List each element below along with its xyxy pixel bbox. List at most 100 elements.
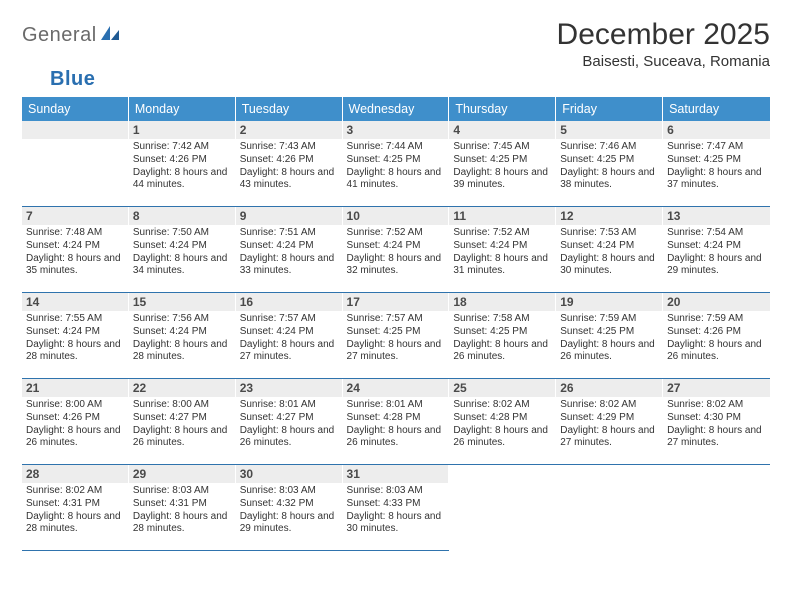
day-detail-text: Sunrise: 7:55 AMSunset: 4:24 PMDaylight:… (26, 313, 126, 364)
calendar-day-cell: 15Sunrise: 7:56 AMSunset: 4:24 PMDayligh… (129, 293, 236, 379)
day-detail-text: Sunrise: 7:52 AMSunset: 4:24 PMDaylight:… (347, 227, 447, 278)
day-details: Sunrise: 7:46 AMSunset: 4:25 PMDaylight:… (556, 141, 663, 197)
weekday-header: Thursday (449, 97, 556, 121)
day-detail-text: Sunrise: 7:54 AMSunset: 4:24 PMDaylight:… (667, 227, 767, 278)
day-details: Sunrise: 7:58 AMSunset: 4:25 PMDaylight:… (449, 313, 556, 369)
day-detail-text: Sunrise: 7:59 AMSunset: 4:26 PMDaylight:… (667, 313, 767, 364)
calendar-body: 1Sunrise: 7:42 AMSunset: 4:26 PMDaylight… (22, 121, 770, 551)
calendar-day-cell: 19 Sunrise: 7:59 AMSunset: 4:25 PMDayligh… (556, 293, 663, 379)
calendar-day-cell (22, 121, 129, 207)
weekday-header-row: SundayMondayTuesdayWednesdayThursdayFrid… (22, 97, 770, 121)
weekday-header: Saturday (663, 97, 770, 121)
calendar-week-row: 1Sunrise: 7:42 AMSunset: 4:26 PMDaylight… (22, 121, 770, 207)
day-number: 31 (343, 465, 450, 483)
day-number: 21 (22, 379, 129, 397)
day-number: 4 (449, 121, 556, 139)
day-number (22, 121, 129, 139)
calendar-day-cell: 2 Sunrise: 7:43 AMSunset: 4:26 PMDaylight… (236, 121, 343, 207)
calendar-day-cell: 9Sunrise: 7:51 AMSunset: 4:24 PMDaylight… (236, 207, 343, 293)
day-number: 8 (129, 207, 236, 225)
calendar-day-cell: 17 Sunrise: 7:57 AMSunset: 4:25 PMDayligh… (343, 293, 450, 379)
day-details: Sunrise: 8:02 AMSunset: 4:31 PMDaylight:… (22, 485, 129, 541)
day-detail-text: Sunrise: 7:57 AMSunset: 4:25 PMDaylight:… (347, 313, 447, 364)
day-details: Sunrise: 8:01 AMSunset: 4:28 PMDaylight:… (343, 399, 450, 455)
day-details: Sunrise: 7:47 AMSunset: 4:25 PMDaylight:… (663, 141, 770, 197)
day-detail-text: Sunrise: 7:47 AMSunset: 4:25 PMDaylight:… (667, 141, 767, 192)
calendar-day-cell: 20 Sunrise: 7:59 AMSunset: 4:26 PMDayligh… (663, 293, 770, 379)
day-details: Sunrise: 8:02 AMSunset: 4:29 PMDaylight:… (556, 399, 663, 455)
day-detail-text: Sunrise: 7:43 AMSunset: 4:26 PMDaylight:… (240, 141, 340, 192)
weekday-header: Sunday (22, 97, 129, 121)
day-number (556, 465, 663, 483)
day-number: 22 (129, 379, 236, 397)
day-number: 30 (236, 465, 343, 483)
calendar-week-row: 21Sunrise: 8:00 AMSunset: 4:26 PMDayligh… (22, 379, 770, 465)
day-details: Sunrise: 7:57 AMSunset: 4:25 PMDaylight:… (343, 313, 450, 369)
day-detail-text: Sunrise: 7:59 AMSunset: 4:25 PMDaylight:… (560, 313, 660, 364)
day-detail-text: Sunrise: 7:44 AMSunset: 4:25 PMDaylight:… (347, 141, 447, 192)
day-number: 2 (236, 121, 343, 139)
calendar-day-cell: 11 Sunrise: 7:52 AMSunset: 4:24 PMDayligh… (449, 207, 556, 293)
weekday-header: Monday (129, 97, 236, 121)
day-number: 7 (22, 207, 129, 225)
calendar-day-cell: 8 Sunrise: 7:50 AMSunset: 4:24 PMDaylight… (129, 207, 236, 293)
calendar-day-cell: 13 Sunrise: 7:54 AMSunset: 4:24 PMDayligh… (663, 207, 770, 293)
day-number: 29 (129, 465, 236, 483)
calendar-day-cell: 6 Sunrise: 7:47 AMSunset: 4:25 PMDaylight… (663, 121, 770, 207)
day-number: 20 (663, 293, 770, 311)
day-details: Sunrise: 7:52 AMSunset: 4:24 PMDaylight:… (343, 227, 450, 283)
day-number (449, 465, 556, 483)
calendar-day-cell (663, 465, 770, 551)
calendar-day-cell: 29 Sunrise: 8:03 AMSunset: 4:31 PMDayligh… (129, 465, 236, 551)
day-detail-text: Sunrise: 8:00 AMSunset: 4:27 PMDaylight:… (133, 399, 233, 450)
day-number: 1 (129, 121, 236, 139)
calendar-week-row: 14 Sunrise: 7:55 AMSunset: 4:24 PMDayligh… (22, 293, 770, 379)
calendar-day-cell: 5 Sunrise: 7:46 AMSunset: 4:25 PMDaylight… (556, 121, 663, 207)
day-details: Sunrise: 7:57 AMSunset: 4:24 PMDaylight:… (236, 313, 343, 369)
calendar-day-cell: 1Sunrise: 7:42 AMSunset: 4:26 PMDaylight… (129, 121, 236, 207)
calendar-day-cell (556, 465, 663, 551)
day-detail-text: Sunrise: 7:52 AMSunset: 4:24 PMDaylight:… (453, 227, 553, 278)
day-detail-text: Sunrise: 8:03 AMSunset: 4:31 PMDaylight:… (133, 485, 233, 536)
weekday-header: Friday (556, 97, 663, 121)
day-details: Sunrise: 8:01 AMSunset: 4:27 PMDaylight:… (236, 399, 343, 455)
day-detail-text: Sunrise: 8:01 AMSunset: 4:27 PMDaylight:… (240, 399, 340, 450)
logo-word-general: General (22, 24, 97, 47)
day-number: 9 (236, 207, 343, 225)
day-number: 27 (663, 379, 770, 397)
calendar-day-cell: 31Sunrise: 8:03 AMSunset: 4:33 PMDayligh… (343, 465, 450, 551)
day-number: 17 (343, 293, 450, 311)
day-details: Sunrise: 7:56 AMSunset: 4:24 PMDaylight:… (129, 313, 236, 369)
day-number: 13 (663, 207, 770, 225)
weekday-header: Tuesday (236, 97, 343, 121)
day-details: Sunrise: 8:02 AMSunset: 4:28 PMDaylight:… (449, 399, 556, 455)
calendar-day-cell: 10Sunrise: 7:52 AMSunset: 4:24 PMDayligh… (343, 207, 450, 293)
day-number: 28 (22, 465, 129, 483)
calendar-day-cell: 4 Sunrise: 7:45 AMSunset: 4:25 PMDaylight… (449, 121, 556, 207)
sail-icon (99, 24, 121, 47)
day-details: Sunrise: 7:45 AMSunset: 4:25 PMDaylight:… (449, 141, 556, 197)
day-number: 5 (556, 121, 663, 139)
day-detail-text: Sunrise: 7:58 AMSunset: 4:25 PMDaylight:… (453, 313, 553, 364)
day-number: 12 (556, 207, 663, 225)
calendar-day-cell: 24Sunrise: 8:01 AMSunset: 4:28 PMDayligh… (343, 379, 450, 465)
day-number: 6 (663, 121, 770, 139)
weekday-header: Wednesday (343, 97, 450, 121)
day-detail-text: Sunrise: 7:57 AMSunset: 4:24 PMDaylight:… (240, 313, 340, 364)
calendar-day-cell: 7 Sunrise: 7:48 AMSunset: 4:24 PMDaylight… (22, 207, 129, 293)
calendar-day-cell: 30Sunrise: 8:03 AMSunset: 4:32 PMDayligh… (236, 465, 343, 551)
day-number: 14 (22, 293, 129, 311)
calendar-day-cell: 25Sunrise: 8:02 AMSunset: 4:28 PMDayligh… (449, 379, 556, 465)
calendar-day-cell (449, 465, 556, 551)
day-number: 11 (449, 207, 556, 225)
location: Baisesti, Suceava, Romania (557, 53, 770, 70)
calendar-page: General December 2025 Baisesti, Suceava,… (0, 0, 792, 551)
day-detail-text: Sunrise: 7:48 AMSunset: 4:24 PMDaylight:… (26, 227, 126, 278)
calendar-day-cell: 22 Sunrise: 8:00 AMSunset: 4:27 PMDayligh… (129, 379, 236, 465)
day-number: 19 (556, 293, 663, 311)
day-number: 3 (343, 121, 450, 139)
day-details: Sunrise: 7:48 AMSunset: 4:24 PMDaylight:… (22, 227, 129, 283)
day-details: Sunrise: 7:50 AMSunset: 4:24 PMDaylight:… (129, 227, 236, 283)
logo-word-blue: Blue (50, 68, 95, 91)
calendar-day-cell: 23Sunrise: 8:01 AMSunset: 4:27 PMDayligh… (236, 379, 343, 465)
